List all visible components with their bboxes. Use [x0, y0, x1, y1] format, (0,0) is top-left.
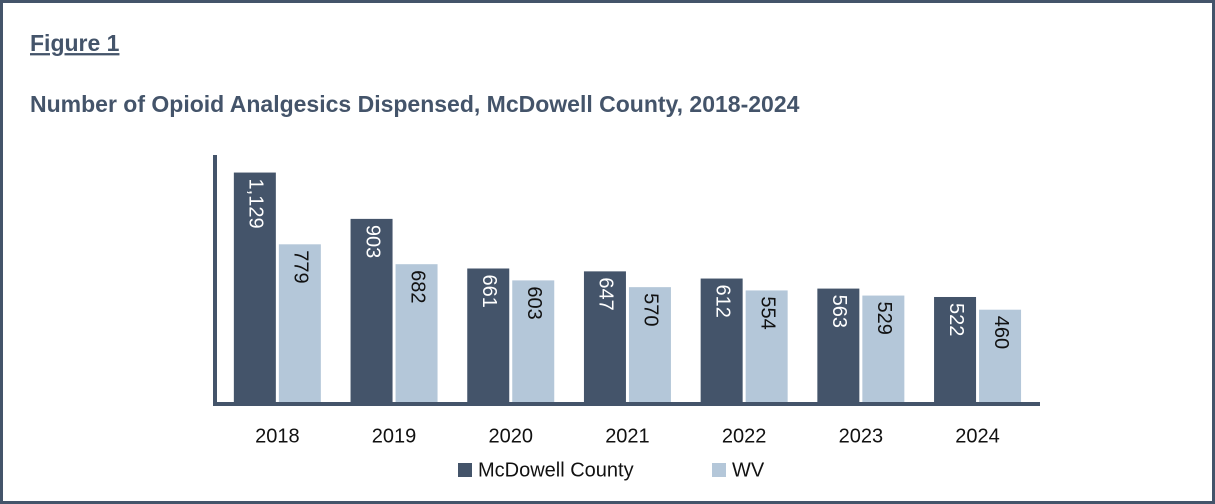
data-label: 903 [361, 225, 383, 258]
bar [512, 280, 555, 404]
data-label: 460 [990, 316, 1012, 349]
data-label: 612 [711, 285, 733, 318]
bar [628, 287, 671, 404]
data-label: 554 [756, 296, 778, 329]
x-tick-label: 2022 [722, 425, 767, 447]
legend-swatch [458, 463, 472, 477]
bar [979, 309, 1022, 404]
legend-label: McDowell County [478, 459, 634, 481]
data-label: 563 [828, 295, 850, 328]
x-tick-label: 2019 [372, 425, 417, 447]
bar [862, 295, 905, 404]
data-label: 779 [290, 250, 312, 283]
x-tick-label: 2018 [255, 425, 300, 447]
bar [700, 278, 743, 404]
bar [233, 172, 276, 404]
legend-label: WV [732, 459, 765, 481]
figure-label: Figure 1 [30, 30, 120, 56]
x-tick-label: 2021 [605, 425, 650, 447]
legend-swatch [712, 463, 726, 477]
data-label: 529 [873, 302, 895, 335]
bar [583, 271, 626, 404]
x-tick-label: 2023 [839, 425, 884, 447]
x-tick-label: 2020 [489, 425, 534, 447]
data-label: 682 [406, 270, 428, 303]
bar [278, 244, 321, 404]
bar [395, 264, 438, 404]
data-label: 1,129 [245, 179, 267, 229]
chart-title: Number of Opioid Analgesics Dispensed, M… [30, 91, 800, 117]
data-label: 522 [945, 303, 967, 336]
bar [350, 218, 393, 404]
data-label: 661 [478, 274, 500, 307]
bar [745, 290, 788, 404]
data-label: 603 [523, 286, 545, 319]
data-label: 570 [640, 293, 662, 326]
x-tick-label: 2024 [955, 425, 1000, 447]
bar [817, 288, 860, 404]
bar [934, 296, 977, 404]
data-label: 647 [595, 277, 617, 310]
bar [467, 268, 510, 404]
